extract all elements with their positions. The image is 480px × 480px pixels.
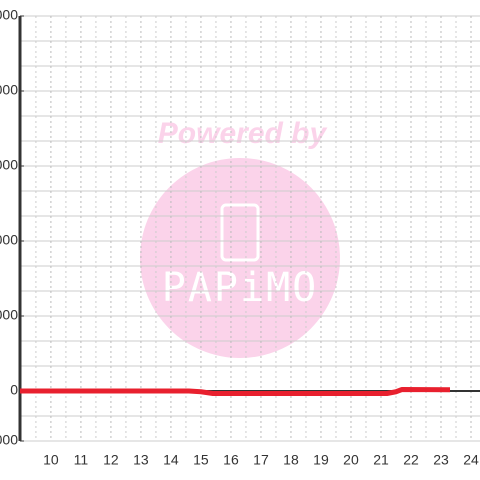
- x-tick-label: 11: [74, 452, 89, 468]
- x-tick-label: 22: [403, 452, 419, 468]
- x-tick-label: 10: [43, 452, 59, 468]
- line-series: [20, 387, 451, 396]
- y-tick-label: 60,000: [0, 232, 18, 248]
- watermark-text: Powered by: [158, 117, 328, 150]
- y-tick-label: 120,000: [0, 82, 18, 98]
- x-tick-label: 12: [103, 452, 119, 468]
- y-tick-label: 30,000: [0, 307, 18, 323]
- x-tick-label: 19: [313, 452, 329, 468]
- x-tick-label: 18: [283, 452, 299, 468]
- x-tick-label: 14: [163, 452, 179, 468]
- x-tick-label: 16: [223, 452, 239, 468]
- y-tick-label: 0: [10, 382, 18, 398]
- y-tick-label: 150,000: [0, 7, 18, 23]
- x-tick-label: 15: [193, 452, 209, 468]
- x-tick-label: 24: [463, 452, 479, 468]
- y-tick-label: -20,000: [0, 432, 18, 448]
- y-tick-label: 90,000: [0, 157, 18, 173]
- x-tick-label: 21: [373, 452, 389, 468]
- x-tick-label: 20: [343, 452, 359, 468]
- x-tick-label: 17: [253, 452, 269, 468]
- x-tick-label: 13: [133, 452, 149, 468]
- x-tick-label: 23: [433, 452, 449, 468]
- watermark-logo: PAPiMO: [162, 265, 319, 311]
- watermark-phone: [220, 203, 260, 262]
- watermark-circle: [140, 158, 340, 358]
